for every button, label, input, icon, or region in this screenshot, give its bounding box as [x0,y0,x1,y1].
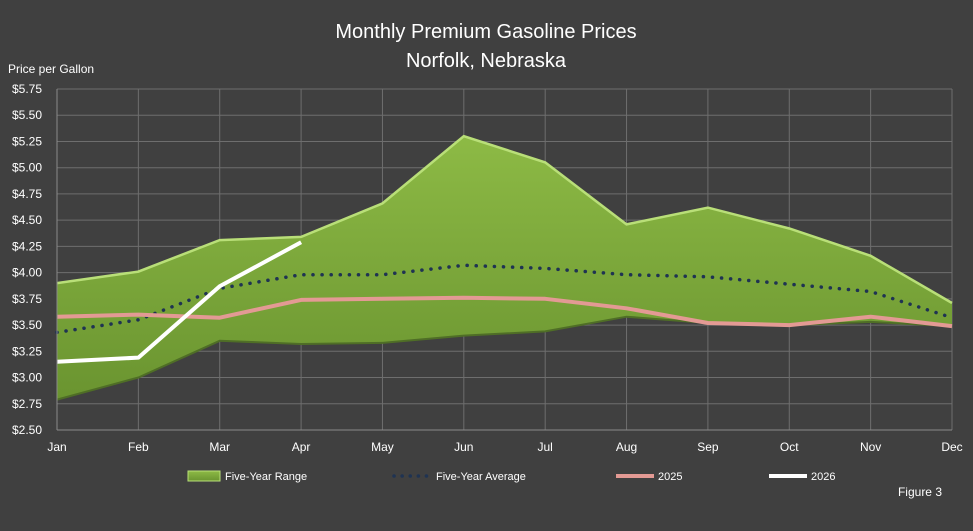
x-tick-label: Aug [616,440,637,454]
chart-subtitle: Norfolk, Nebraska [406,50,567,72]
x-tick-label: Jun [454,440,473,454]
series-line-0 [55,263,954,335]
series-line-1 [56,295,953,329]
x-tick-label: Nov [860,440,881,454]
x-tick-label: Dec [941,440,962,454]
y-tick-label: $5.50 [12,108,42,122]
line-layer [55,240,954,364]
figure-annotation: Figure 3 [898,485,942,499]
y-tick-label: $3.25 [12,344,42,358]
y-tick-label: $3.00 [12,371,42,385]
y-tick-label: $4.25 [12,239,42,253]
y-tick-label: $2.50 [12,423,42,437]
series-line-2 [56,240,303,364]
y-tick-label: $5.00 [12,161,42,175]
y-tick-label: $4.00 [12,266,42,280]
y-tick-label: $2.75 [12,397,42,411]
y-tick-label: $5.25 [12,134,42,148]
x-tick-label: Mar [209,440,230,454]
y-tick-label: $5.75 [12,82,42,96]
x-tick-label: Jan [47,440,66,454]
legend-label: 2026 [811,471,835,483]
axis-layer: $2.50 $2.75 $3.00 $3.25 $3.50 $3.75 $4.00 $4.25… [12,82,963,454]
x-tick-label: Sep [697,440,719,454]
chart-title: Monthly Premium Gasoline Prices [335,21,636,43]
legend-swatch-range [187,470,221,482]
range-high-edge [56,134,953,305]
y-axis-label: Price per Gallon [8,62,94,76]
x-tick-label: Oct [780,440,799,454]
x-tick-label: May [371,440,394,454]
legend-label: Five-Year Range [225,471,307,483]
legend-label: 2025 [658,471,682,483]
y-tick-label: $3.50 [12,318,42,332]
x-tick-label: Feb [128,440,149,454]
x-tick-label: Apr [292,440,311,454]
y-tick-label: $4.50 [12,213,42,227]
y-tick-label: $3.75 [12,292,42,306]
legend: Five-Year Range Five-Year Average 2025 2026 [187,470,835,483]
y-tick-label: $4.75 [12,187,42,201]
legend-label: Five-Year Average [436,471,526,483]
x-tick-label: Jul [538,440,553,454]
